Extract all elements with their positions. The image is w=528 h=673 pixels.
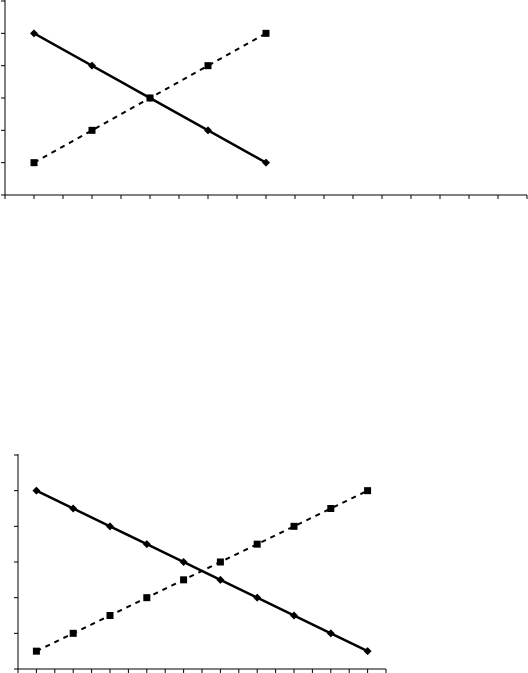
marker	[363, 647, 372, 656]
marker	[216, 575, 225, 584]
series-line	[35, 489, 369, 653]
marker	[253, 593, 262, 602]
marker	[364, 487, 372, 495]
marker	[30, 29, 38, 38]
marker	[179, 558, 188, 566]
marker	[69, 504, 78, 513]
marker	[262, 158, 270, 167]
marker	[204, 62, 212, 70]
marker	[180, 576, 188, 584]
marker	[88, 61, 96, 70]
marker	[32, 486, 41, 495]
marker	[88, 126, 96, 134]
marker	[143, 594, 151, 602]
marker	[204, 126, 212, 135]
marker	[32, 647, 40, 655]
marker	[290, 611, 298, 620]
marker	[327, 505, 335, 512]
marker	[106, 612, 114, 619]
marker	[216, 558, 224, 566]
marker	[146, 94, 154, 102]
marker	[106, 522, 114, 531]
marker	[262, 29, 270, 37]
marker	[142, 540, 151, 549]
marker	[290, 522, 298, 530]
marker	[69, 629, 77, 637]
marker	[326, 629, 335, 638]
marker	[30, 159, 38, 167]
marker	[253, 540, 261, 548]
